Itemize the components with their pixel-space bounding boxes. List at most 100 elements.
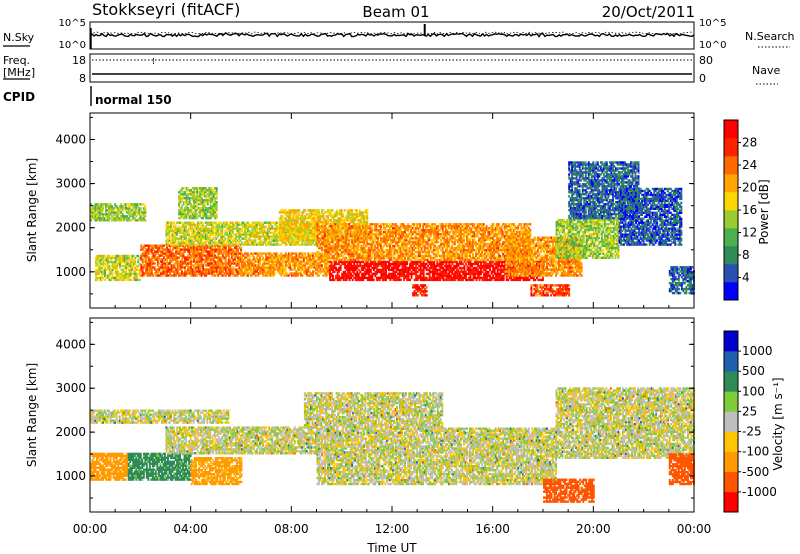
heatmap-cell xyxy=(209,272,212,275)
heatmap-cell xyxy=(208,246,211,249)
heatmap-cell xyxy=(272,231,275,234)
heatmap-cell xyxy=(212,248,215,251)
heatmap-cell xyxy=(138,262,141,266)
heatmap-cell xyxy=(307,258,310,261)
heatmap-cell xyxy=(315,239,317,242)
heatmap-cell xyxy=(173,270,176,273)
heatmap-cell xyxy=(221,248,224,251)
heatmap-cell xyxy=(209,201,212,204)
heatmap-cell xyxy=(263,260,266,263)
heatmap-cell xyxy=(200,195,203,198)
heatmap-cell xyxy=(181,212,184,216)
heatmap-cell xyxy=(102,256,105,260)
heatmap-cell xyxy=(125,270,128,274)
heatmap-cell xyxy=(234,246,236,249)
heatmap-cell xyxy=(120,260,123,264)
heatmap-cell xyxy=(175,258,178,261)
heatmap-cell xyxy=(265,256,268,259)
heatmap-cell xyxy=(194,212,197,216)
heatmap-cell xyxy=(310,266,313,269)
heatmap-cell xyxy=(181,254,184,257)
heatmap-cell xyxy=(265,231,268,234)
heatmap-cell xyxy=(211,246,214,249)
heatmap-cell xyxy=(256,268,259,271)
heatmap-cell xyxy=(203,201,206,204)
heatmap-cell xyxy=(123,270,126,274)
heatmap-cell xyxy=(163,244,165,247)
heatmap-cell xyxy=(325,272,328,275)
heatmap-cell xyxy=(102,262,105,266)
heatmap-cell xyxy=(178,252,181,255)
heatmap-cell xyxy=(135,205,138,208)
heatmap-cell xyxy=(206,264,209,267)
heatmap-cell xyxy=(96,203,98,206)
heatmap-cell xyxy=(188,244,191,247)
heatmap-cell xyxy=(120,272,123,276)
heatmap-cell xyxy=(266,272,269,275)
heatmap-cell xyxy=(206,272,209,275)
heatmap-cell xyxy=(214,256,217,259)
heatmap-cell xyxy=(182,272,185,275)
heatmap-cell xyxy=(179,272,182,275)
heatmap-cell xyxy=(400,278,403,282)
heatmap-cell xyxy=(322,268,325,271)
heatmap-cell xyxy=(275,266,278,269)
heatmap-cell xyxy=(163,266,165,269)
heatmap-cell xyxy=(125,272,128,276)
heatmap-cell xyxy=(302,252,305,255)
heatmap-cell xyxy=(152,256,155,259)
heatmap-cell xyxy=(209,252,212,255)
heatmap-cell xyxy=(239,239,242,242)
heatmap-cell xyxy=(218,250,221,253)
heatmap-cell xyxy=(179,201,182,204)
heatmap-cell xyxy=(265,262,268,265)
heatmap-cell xyxy=(184,210,187,214)
heatmap-cell xyxy=(153,254,156,257)
heatmap-cell xyxy=(272,264,275,267)
heatmap-cell xyxy=(153,266,156,269)
heatmap-cell xyxy=(325,262,328,265)
heatmap-cell xyxy=(229,274,232,277)
heatmap-cell xyxy=(123,256,126,260)
heatmap-cell xyxy=(283,254,286,257)
heatmap-cell xyxy=(127,207,130,210)
heatmap-cell xyxy=(238,268,241,271)
heatmap-cell xyxy=(219,235,222,238)
heatmap-cell xyxy=(290,268,293,271)
heatmap-cell xyxy=(217,266,220,269)
heatmap-cell xyxy=(253,268,256,271)
heatmap-cell xyxy=(173,241,176,244)
heatmap-cell xyxy=(165,233,168,236)
heatmap-cell xyxy=(185,235,188,238)
heatmap-cell xyxy=(281,264,284,267)
heatmap-cell xyxy=(238,256,241,259)
heatmap-cell xyxy=(250,241,253,244)
heatmap-cell xyxy=(120,215,123,218)
heatmap-cell xyxy=(123,276,126,280)
heatmap-cell xyxy=(169,252,171,255)
heatmap-cell xyxy=(200,229,203,232)
heatmap-cell xyxy=(284,243,287,246)
heatmap-cell xyxy=(199,264,202,267)
heatmap-cell xyxy=(120,203,123,206)
heatmap-cell xyxy=(254,227,257,230)
heatmap-cell xyxy=(296,274,299,277)
heatmap-cell xyxy=(217,272,220,275)
heatmap-cell xyxy=(304,264,307,267)
heatmap-cell xyxy=(180,241,183,244)
heatmap-cell xyxy=(202,212,205,216)
heatmap-cell xyxy=(179,227,182,230)
heatmap-cell xyxy=(217,264,220,267)
heatmap-cell xyxy=(164,264,167,267)
heatmap-cell xyxy=(215,256,218,259)
heatmap-cell xyxy=(184,262,187,265)
heatmap-cell xyxy=(193,210,196,214)
heatmap-cell xyxy=(231,229,234,232)
heatmap-cell xyxy=(153,250,156,253)
heatmap-cell xyxy=(193,216,196,220)
heatmap-cell xyxy=(211,272,214,275)
heatmap-cell xyxy=(182,241,185,244)
heatmap-cell xyxy=(221,268,224,271)
heatmap-cell xyxy=(212,229,215,232)
heatmap-cell xyxy=(137,272,140,276)
